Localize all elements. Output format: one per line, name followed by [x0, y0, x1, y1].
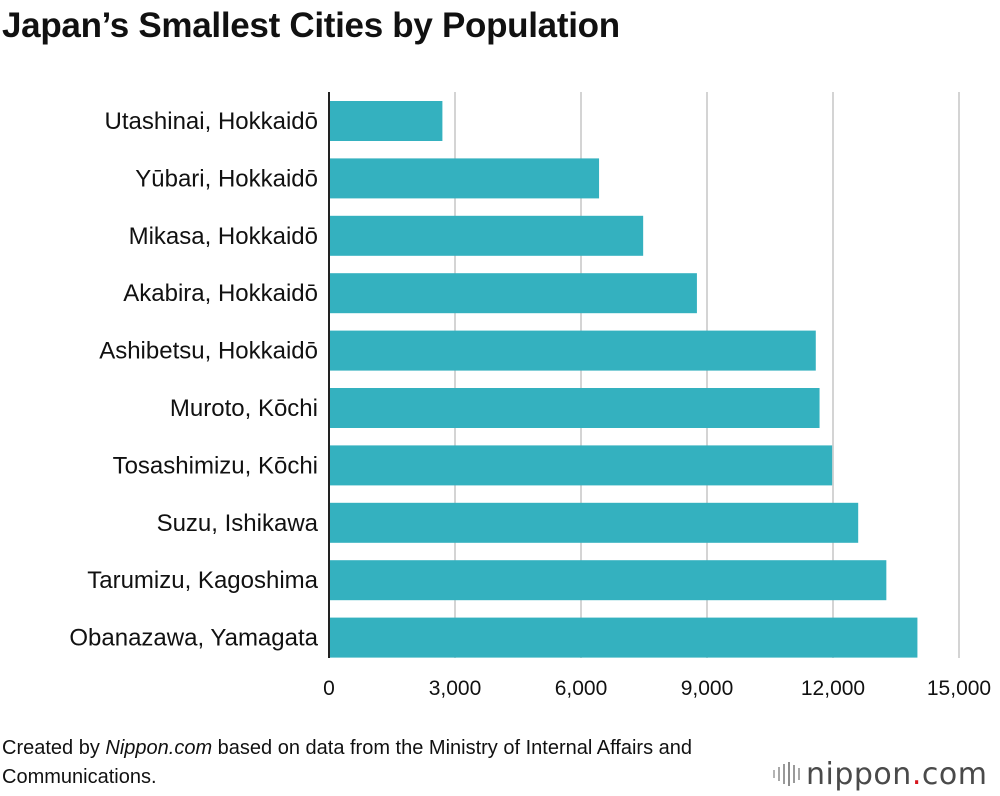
bar: [329, 273, 697, 314]
category-label: Obanazawa, Yamagata: [69, 625, 318, 652]
logo-wordmark: nippon.com: [806, 756, 988, 792]
category-label: Yūbari, Hokkaidō: [135, 165, 318, 192]
bar: [329, 617, 918, 658]
category-label: Muroto, Kōchi: [170, 395, 318, 422]
bar: [329, 502, 859, 543]
x-tick-label: 6,000: [555, 677, 608, 700]
bar: [329, 388, 820, 428]
source-prefix: Created by: [2, 737, 106, 759]
source-suffix: based on data from the Ministry of Inter…: [2, 737, 693, 788]
chart-title: Japan’s Smallest Cities by Population: [2, 6, 620, 45]
nippon-logo: nippon.com: [772, 754, 987, 794]
category-label: Utashinai, Hokkaidō: [105, 108, 318, 135]
category-label: Akabira, Hokkaidō: [123, 280, 318, 307]
category-label: Tarumizu, Kagoshima: [87, 567, 318, 594]
bar: [329, 101, 443, 141]
x-tick-label: 9,000: [681, 677, 734, 700]
x-tick-label: 12,000: [801, 677, 865, 700]
category-label: Ashibetsu, Hokkaidō: [99, 338, 318, 365]
sound-wave-icon: [773, 762, 800, 786]
bar: [329, 158, 600, 199]
x-tick-label: 3,000: [429, 677, 482, 700]
bars: [329, 101, 918, 658]
source-note: Created by Nippon.com based on data from…: [2, 734, 782, 792]
category-label: Tosashimizu, Kōchi: [113, 452, 318, 479]
x-tick-label: 0: [323, 677, 335, 700]
source-site: Nippon.com: [105, 737, 213, 759]
category-labels: Utashinai, Hokkaidō Yūbari, Hokkaidō Mikas…: [69, 108, 318, 652]
bar: [329, 560, 887, 601]
bar: [329, 445, 833, 486]
bar-chart: Utashinai, Hokkaidō Yūbari, Hokkaidō Mikas…: [69, 92, 991, 700]
logo-dot: .: [911, 756, 922, 792]
category-label: Mikasa, Hokkaidō: [129, 223, 318, 250]
category-label: Suzu, Ishikawa: [157, 510, 319, 537]
bar: [329, 215, 644, 256]
x-tick-label: 15,000: [927, 677, 991, 700]
bar: [329, 330, 816, 371]
x-tick-labels: 0 3,000 6,000 9,000 12,000 15,000: [323, 677, 991, 700]
